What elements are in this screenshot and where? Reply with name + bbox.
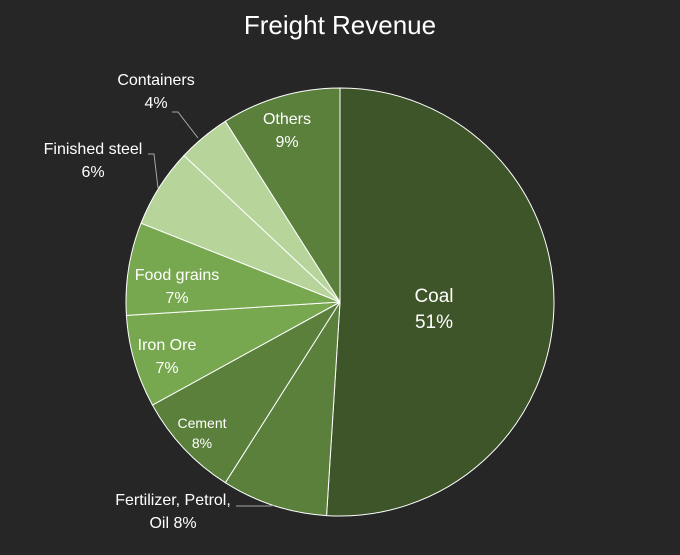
chart-title: Freight Revenue — [244, 10, 436, 40]
label-fertilizer-value: Oil 8% — [149, 515, 196, 532]
label-finished-steel-value: 6% — [81, 164, 104, 181]
label-others-value: 9% — [275, 134, 298, 151]
slice-fertilizer-petrol-oil — [224, 301, 341, 517]
label-cement-name: Cement — [177, 415, 226, 431]
label-iron-ore-name: Iron Ore — [138, 337, 197, 354]
label-food-grains-value: 7% — [165, 290, 188, 307]
label-containers-value: 4% — [144, 95, 167, 112]
slice-cement — [151, 301, 341, 484]
slices-group — [125, 87, 555, 517]
leader-lines-group — [148, 111, 274, 507]
label-fertilizer-name: Fertilizer, Petrol, — [115, 492, 231, 509]
leader-line-finished-steel — [148, 153, 159, 189]
slice-others — [224, 87, 341, 304]
labels-group: Coal 51% Fertilizer, Petrol, Oil 8% Cement 8%… — [44, 72, 454, 532]
label-coal-value: 51% — [415, 312, 453, 333]
label-others-name: Others — [263, 111, 311, 128]
label-containers-name: Containers — [117, 72, 194, 89]
slice-coal — [326, 87, 555, 517]
label-coal-name: Coal — [414, 286, 453, 307]
label-cement-value: 8% — [192, 435, 212, 451]
label-finished-steel-name: Finished steel — [44, 141, 143, 158]
label-iron-ore-value: 7% — [155, 360, 178, 377]
label-food-grains-name: Food grains — [135, 267, 220, 284]
leader-line-containers — [172, 111, 199, 139]
